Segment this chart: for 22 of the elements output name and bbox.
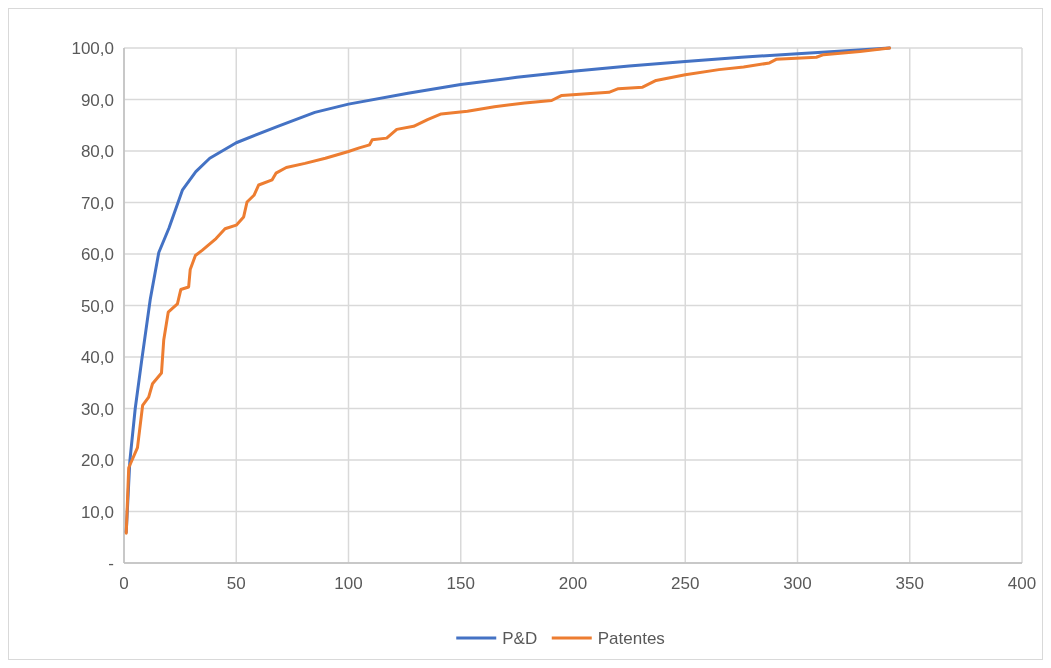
y-tick-label: 90,0 bbox=[80, 90, 114, 110]
x-tick-label: 300 bbox=[783, 574, 812, 593]
x-tick-label: 350 bbox=[895, 574, 924, 593]
legend-label: Patentes bbox=[597, 629, 665, 648]
y-tick-label: 50,0 bbox=[80, 296, 114, 316]
x-tick-label: 150 bbox=[446, 574, 475, 593]
x-tick-label: 250 bbox=[671, 574, 700, 593]
x-tick-label: 50 bbox=[226, 574, 246, 593]
legend-label: P&D bbox=[502, 629, 538, 648]
y-tick-label: 60,0 bbox=[80, 245, 114, 264]
x-tick-label: 400 bbox=[1007, 574, 1037, 593]
y-tick-label: 80,0 bbox=[80, 142, 114, 161]
y-tick-label: 100,0 bbox=[71, 39, 114, 58]
y-tick-label: 30,0 bbox=[80, 399, 114, 419]
y-tick-label: 10,0 bbox=[80, 502, 114, 522]
y-tick-label: 40,0 bbox=[80, 348, 114, 367]
y-tick-label: 70,0 bbox=[80, 193, 114, 213]
x-tick-label: 100 bbox=[334, 574, 363, 593]
x-tick-label: 200 bbox=[558, 574, 588, 593]
y-tick-label: - bbox=[108, 554, 114, 573]
y-tick-label: 20,0 bbox=[80, 451, 114, 470]
x-tick-label: 0 bbox=[119, 574, 129, 593]
